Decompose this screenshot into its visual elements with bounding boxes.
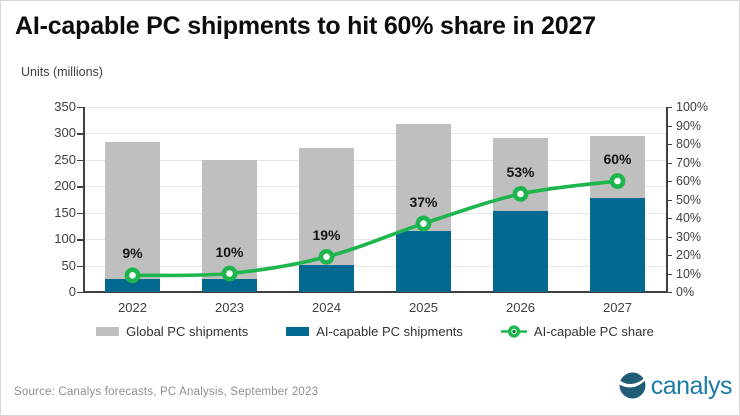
x-axis-label: 2024 (312, 300, 341, 315)
gridline (84, 186, 666, 188)
left-axis-line (83, 107, 85, 292)
ai-share-line-swatch (500, 325, 527, 338)
canalys-logo: canalys (618, 371, 733, 400)
bottom-axis-line (83, 291, 667, 293)
left-axis-tick-label: 300 (54, 125, 76, 141)
gridline (84, 159, 666, 161)
share-data-label: 60% (603, 151, 632, 167)
gridline (84, 265, 666, 267)
share-data-label: 10% (215, 243, 244, 260)
legend-label: AI-capable PC share (533, 324, 654, 339)
x-axis-label: 2023 (215, 300, 244, 315)
x-axis-label: 2022 (118, 300, 147, 315)
right-axis-tick (666, 292, 672, 294)
bar-ai-2026 (493, 211, 548, 292)
left-axis-tick (77, 133, 83, 135)
share-data-label: 53% (506, 163, 535, 180)
gridline (84, 212, 666, 214)
gridline (84, 107, 666, 108)
right-axis-tick (666, 236, 672, 238)
left-axis-tick-label: 150 (54, 204, 76, 220)
left-axis-tick (77, 239, 83, 241)
left-axis-tick (77, 107, 83, 109)
right-axis-tick-label: 80% (676, 137, 702, 151)
right-axis-tick (666, 144, 672, 146)
source-text: Source: Canalys forecasts, PC Analysis, … (14, 386, 319, 398)
x-axis-label: 2026 (506, 300, 535, 315)
bar-ai-2024 (299, 264, 354, 292)
legend-item-global-shipments: Global PC shipments (96, 324, 248, 339)
right-axis-tick (666, 255, 672, 257)
right-axis-tick (666, 199, 672, 201)
left-axis-tick-label: 100 (54, 231, 76, 247)
right-axis-tick-label: 90% (676, 118, 702, 133)
gridline (84, 239, 666, 241)
right-axis-tick-label: 60% (676, 174, 702, 188)
right-axis-tick-label: 40% (676, 211, 702, 225)
right-axis-tick-label: 30% (676, 229, 702, 244)
ai-shipments-swatch (286, 327, 310, 336)
y-axis-title: Units (millions) (21, 65, 103, 79)
canalys-logo-text: canalys (650, 371, 733, 400)
right-axis-tick (666, 162, 672, 164)
right-axis-tick (666, 273, 672, 275)
bar-ai-2027 (590, 198, 645, 292)
legend-item-ai-shipments: AI-capable PC shipments (286, 324, 463, 339)
left-axis-tick-label: 250 (54, 151, 76, 167)
right-axis-tick-label: 100% (676, 100, 708, 114)
bar-ai-2022 (105, 278, 160, 292)
right-axis-tick-label: 20% (676, 248, 702, 262)
bar-ai-2023 (202, 278, 257, 292)
left-axis-tick (77, 159, 83, 162)
right-axis-tick (666, 218, 672, 220)
global-shipments-swatch (96, 327, 120, 336)
left-axis-tick (77, 265, 83, 267)
right-axis-tick-label: 0% (676, 285, 695, 299)
right-axis-tick-label: 50% (676, 192, 702, 207)
plot-area: 2022 9% 2023 10% 2024 19% 2025 37% 2026 53% 2027 60… (54, 100, 708, 316)
share-line-series (124, 173, 626, 284)
share-data-label: 19% (312, 226, 341, 243)
bar-global-2023 (202, 159, 257, 292)
share-data-label: 9% (122, 245, 143, 262)
legend-label: Global PC shipments (126, 324, 249, 339)
right-axis-tick (666, 181, 672, 183)
left-axis-tick-label: 50 (61, 257, 76, 273)
left-axis-tick-label: 200 (54, 178, 76, 194)
left-axis-tick (77, 186, 83, 188)
gridline (84, 133, 666, 135)
right-axis-tick (666, 125, 672, 127)
left-axis-tick (77, 212, 83, 215)
left-axis-tick (77, 292, 83, 294)
right-axis-tick-label: 10% (676, 266, 702, 281)
x-axis-label: 2025 (409, 300, 438, 315)
x-axis-label: 2027 (603, 300, 632, 315)
legend: Global PC shipments AI-capable PC shipme… (84, 324, 666, 339)
left-axis-tick-label: 350 (54, 99, 76, 114)
canalys-logo-icon (618, 372, 646, 399)
right-axis-tick-label: 70% (676, 155, 702, 170)
chart-title: AI-capable PC shipments to hit 60% share… (15, 12, 596, 40)
right-axis-tick (666, 107, 672, 109)
bar-ai-2025 (396, 231, 451, 292)
legend-item-ai-share: AI-capable PC share (500, 324, 654, 339)
share-data-label: 37% (409, 193, 438, 210)
legend-label: AI-capable PC shipments (316, 324, 463, 339)
left-axis-tick-label: 0 (68, 284, 76, 299)
bar-global-2022 (105, 142, 160, 292)
